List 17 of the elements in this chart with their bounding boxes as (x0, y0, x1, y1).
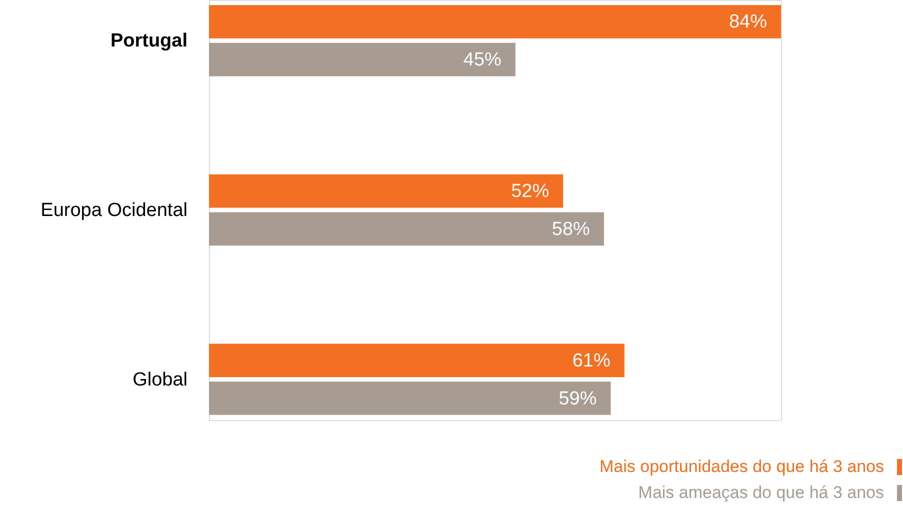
y-tick-label: Portugal (110, 30, 188, 52)
data-label: 61% (572, 350, 610, 372)
bar (209, 344, 624, 378)
legend-label: Mais ameaças do que há 3 anos (638, 483, 884, 502)
bar (209, 42, 516, 76)
data-label: 58% (552, 218, 590, 240)
data-label: 52% (511, 181, 550, 202)
y-tick-label: Global (132, 369, 188, 390)
y-tick-label: Europa Ocidental (40, 200, 188, 221)
bar (209, 382, 611, 415)
legend-label: Mais oportunidades do que há 3 anos (600, 457, 884, 476)
data-label: 84% (728, 12, 768, 33)
data-label: 45% (463, 50, 502, 71)
bar (209, 174, 564, 208)
bar (209, 5, 781, 38)
bar (209, 212, 604, 246)
data-label: 59% (558, 388, 597, 410)
